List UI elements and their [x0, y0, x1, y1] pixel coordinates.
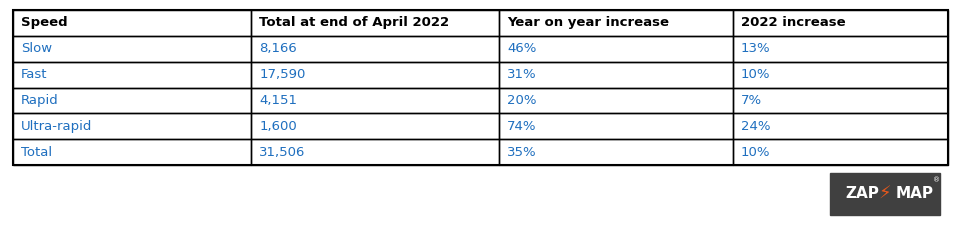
- Bar: [733, 36, 948, 62]
- Text: MAP: MAP: [896, 186, 934, 202]
- Bar: [252, 139, 499, 165]
- Text: 4,151: 4,151: [259, 94, 297, 107]
- Bar: [499, 113, 733, 139]
- Bar: [252, 87, 499, 113]
- Text: 8,166: 8,166: [259, 42, 297, 55]
- Bar: [13, 10, 948, 165]
- Bar: [252, 36, 499, 62]
- Text: 10%: 10%: [741, 68, 771, 81]
- Text: 13%: 13%: [741, 42, 771, 55]
- Text: 10%: 10%: [741, 146, 771, 159]
- Text: Total at end of April 2022: Total at end of April 2022: [259, 16, 450, 29]
- Bar: [733, 10, 948, 36]
- Bar: [13, 139, 252, 165]
- Text: ZAP: ZAP: [846, 186, 879, 202]
- Bar: [13, 62, 252, 87]
- Bar: [499, 10, 733, 36]
- Text: Total: Total: [21, 146, 52, 159]
- Text: 20%: 20%: [507, 94, 536, 107]
- Text: 24%: 24%: [741, 120, 771, 133]
- Text: 35%: 35%: [507, 146, 537, 159]
- Bar: [733, 113, 948, 139]
- Bar: [13, 10, 252, 36]
- Text: 2022 increase: 2022 increase: [741, 16, 846, 29]
- Bar: [252, 113, 499, 139]
- Text: 1,600: 1,600: [259, 120, 297, 133]
- Text: 31%: 31%: [507, 68, 537, 81]
- Text: 46%: 46%: [507, 42, 536, 55]
- Bar: [499, 139, 733, 165]
- Bar: [13, 113, 252, 139]
- Bar: [499, 87, 733, 113]
- Bar: [13, 87, 252, 113]
- Text: 31,506: 31,506: [259, 146, 306, 159]
- Bar: [252, 62, 499, 87]
- Text: Fast: Fast: [21, 68, 47, 81]
- Text: Ultra-rapid: Ultra-rapid: [21, 120, 92, 133]
- Text: ®: ®: [933, 177, 940, 184]
- Bar: [499, 62, 733, 87]
- Bar: [499, 36, 733, 62]
- Text: 7%: 7%: [741, 94, 762, 107]
- Text: Speed: Speed: [21, 16, 67, 29]
- Bar: [733, 139, 948, 165]
- Text: ⚡: ⚡: [878, 185, 891, 203]
- Bar: [733, 87, 948, 113]
- Bar: [733, 62, 948, 87]
- Text: 17,590: 17,590: [259, 68, 306, 81]
- Bar: [252, 10, 499, 36]
- Text: Rapid: Rapid: [21, 94, 59, 107]
- Bar: [13, 36, 252, 62]
- Text: Year on year increase: Year on year increase: [507, 16, 669, 29]
- Bar: [830, 173, 940, 215]
- Text: Slow: Slow: [21, 42, 52, 55]
- Text: 74%: 74%: [507, 120, 536, 133]
